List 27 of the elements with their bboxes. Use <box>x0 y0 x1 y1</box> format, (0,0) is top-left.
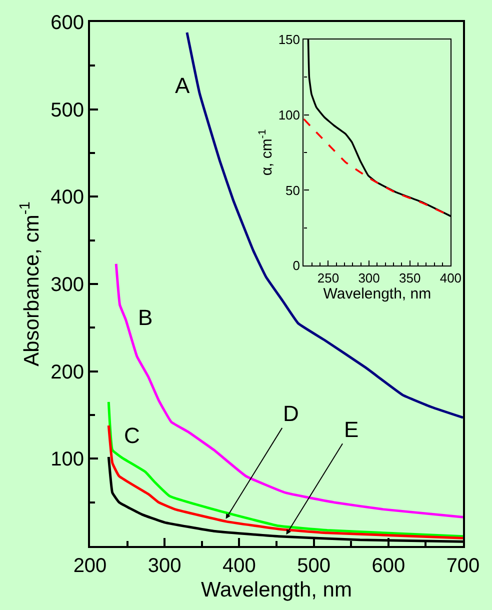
x-tick-label: 250 <box>317 270 340 286</box>
y-tick-label: 100 <box>278 107 300 122</box>
line-series <box>107 400 463 538</box>
annotation: B <box>138 305 153 330</box>
x-tick-label: 300 <box>148 555 182 577</box>
annotation: A <box>175 73 190 98</box>
line-series <box>114 262 463 518</box>
x-tick-label: 200 <box>73 555 107 577</box>
y-tick-label: 400 <box>50 186 84 209</box>
y-tick-label: 150 <box>278 32 300 47</box>
x-tick-label: 700 <box>446 555 480 577</box>
x-tick-label: 350 <box>399 270 421 286</box>
annotation: C <box>124 423 140 448</box>
x-tick-label: 300 <box>358 270 380 286</box>
y-tick-label: 0 <box>292 258 300 274</box>
x-tick-label: 400 <box>440 270 462 286</box>
y-tick-label: 100 <box>50 448 84 471</box>
x-tick-label: 400 <box>222 555 256 577</box>
y-tick-label: 50 <box>286 182 300 198</box>
y-tick-label: 600 <box>50 12 84 34</box>
y-tick-label: 500 <box>50 99 84 122</box>
x-axis-title: Wavelength, nm <box>323 285 432 302</box>
x-axis-title: Wavelength, nm <box>201 578 352 602</box>
annotation: D <box>283 401 299 426</box>
y-tick-label: 200 <box>50 361 84 384</box>
x-tick-label: 600 <box>372 555 406 577</box>
annotation: E <box>344 417 359 442</box>
